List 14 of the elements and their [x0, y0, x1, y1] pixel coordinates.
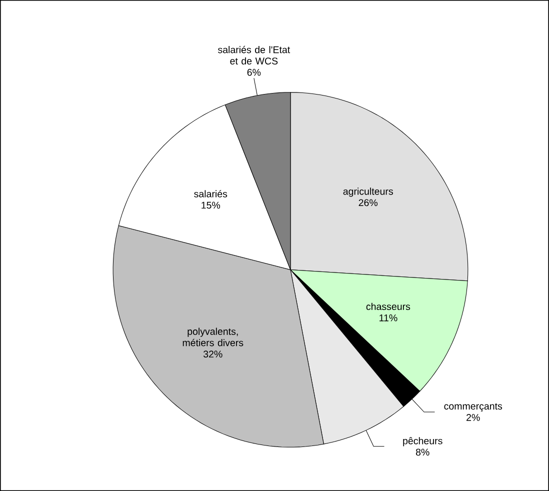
legend-label: pêcheurs: [403, 437, 442, 446]
data-label: 15%: [202, 202, 220, 209]
slice-label: chasseurs: [366, 302, 410, 310]
slice-label: polyvalents, métiers divers: [182, 328, 244, 346]
data-label: 2%: [466, 414, 480, 421]
slice-label: salariés de l'Etat et de WCS: [218, 46, 290, 64]
slice-label: salariés: [194, 190, 228, 198]
data-label: 11%: [380, 314, 398, 322]
data-label: 26%: [358, 199, 378, 206]
slice-label: agriculteurs: [343, 188, 393, 197]
data-label: 8%: [416, 448, 430, 456]
slice-label: commerçants: [444, 403, 502, 412]
data-label: 6%: [247, 68, 261, 76]
data-label: 32%: [203, 350, 222, 358]
